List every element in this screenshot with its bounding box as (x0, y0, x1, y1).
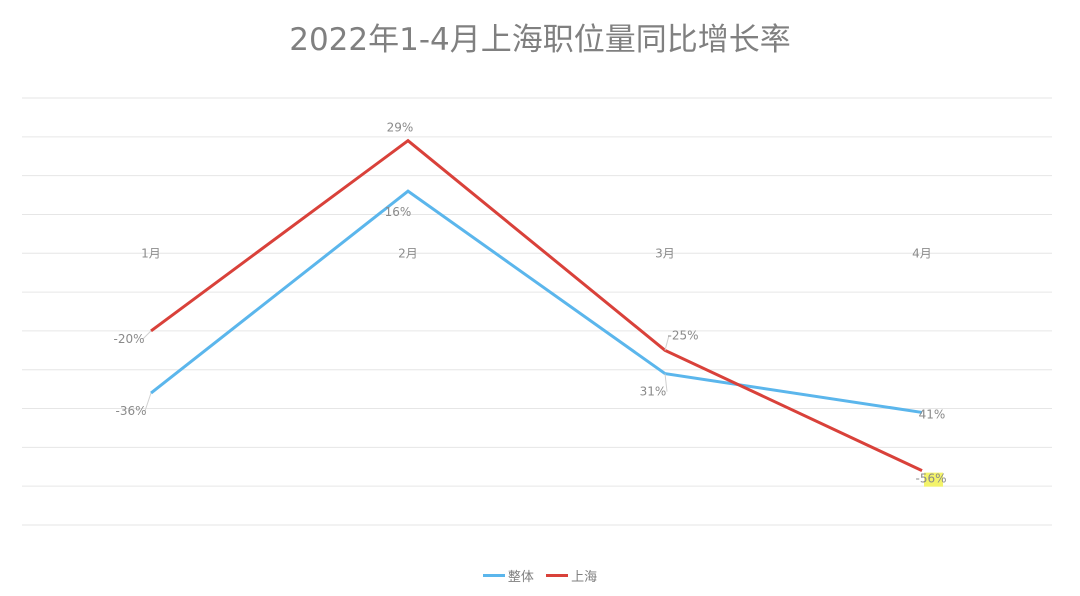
series-line-overall (150, 189, 923, 414)
data-label: 29% (387, 121, 414, 135)
gridlines (22, 97, 1052, 526)
data-label: 41% (919, 407, 946, 421)
legend: 整体 上海 (0, 566, 1080, 585)
data-labels: -36% 16% 31% 41% -20% 29% -25% -56% (113, 121, 947, 487)
legend-item-overall: 整体 (482, 566, 534, 585)
data-label: -36% (115, 404, 146, 418)
data-label: -20% (113, 332, 144, 346)
legend-label-shanghai: 上海 (571, 570, 598, 585)
data-label-leader (144, 392, 152, 412)
data-label-highlight (924, 472, 943, 487)
chart-title: 2022年1-4月上海职位量同比增长率 (289, 22, 791, 58)
legend-swatch-overall (482, 574, 505, 577)
legend-label-overall: 整体 (507, 570, 534, 585)
series-lines (150, 138, 923, 473)
data-label: 31% (640, 385, 667, 399)
data-label-leader (664, 335, 670, 351)
legend-swatch-shanghai (546, 574, 569, 577)
category-label: 4月 (912, 246, 932, 260)
data-label: -25% (667, 328, 698, 342)
category-label: 1月 (141, 246, 161, 260)
data-label: -56% (915, 472, 946, 486)
data-label: 16% (385, 205, 412, 219)
category-labels: 1月 2月 3月 4月 (141, 246, 932, 260)
category-label: 3月 (655, 246, 675, 260)
data-label-leader (142, 330, 152, 340)
category-label: 2月 (398, 246, 418, 260)
data-label-leader (664, 373, 668, 392)
legend-item-shanghai: 上海 (546, 566, 597, 585)
series-line-shanghai (150, 138, 923, 473)
